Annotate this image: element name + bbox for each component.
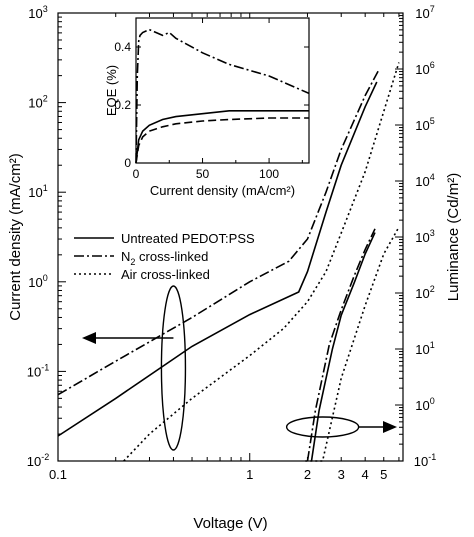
tick-base: 10 [28,185,42,200]
legend-label: Air cross-linked [121,267,210,282]
legend-label-subscript: 2 [130,257,135,267]
tick-exponent: 2 [430,284,435,294]
y-left-tick-label: 101 [28,183,47,200]
tick-base: 10 [415,118,429,133]
tick-exponent: 7 [430,4,435,14]
tick-exponent: 1 [430,340,435,350]
tick-exponent: -1 [41,362,49,372]
inset-plot-frame [135,17,310,164]
legend-label-text: Air cross-linked [121,267,210,282]
tick-exponent: 3 [43,4,48,14]
tick-exponent: 2 [43,94,48,104]
y-right-tick-label: 101 [415,340,434,357]
inset-x-tick-label: 0 [133,167,140,181]
tick-base: 10 [27,454,41,469]
tick-exponent: 4 [430,172,435,182]
inset-x-tick-label: 50 [196,167,210,181]
series-line-left-solid [57,81,378,437]
x-tick-label: 3 [338,467,345,482]
x-tick-label: 2 [304,467,311,482]
inset-series-line-dashdot [135,28,310,164]
y-right-tick-label: 104 [415,172,434,189]
inset-y-tick-label: 0.2 [114,98,131,112]
legend-label: N2 cross-linked [121,249,208,267]
y-right-tick-label: 106 [415,60,434,77]
legend-label-text: N [121,249,130,264]
x-tick-label: 4 [362,467,369,482]
tick-exponent: -2 [41,452,49,462]
x-tick-label: 1 [246,467,253,482]
y-left-tick-label: 103 [28,4,47,21]
left-arrow-head [82,332,96,344]
legend-label-text: Untreated PEDOT:PSS [121,231,255,246]
series-line-right-dashdot [306,228,376,462]
y-left-tick-label: 102 [28,94,47,111]
inset-plot-area: 0 50 100 0 0.2 0.4 Current density (mA/cm²) EQE… [104,17,310,198]
legend-label-rest: cross-linked [135,249,208,264]
inset-y-tick-label: 0.4 [114,40,131,54]
x-axis-title: Voltage (V) [193,515,267,532]
right-axis-ellipse [285,416,360,438]
y-right-tick-label: 10-1 [414,452,436,469]
y-left-axis-title: Current density (mA/cm²) [7,153,24,321]
right-arrow-head [383,421,397,433]
y-right-tick-label: 102 [415,284,434,301]
y-left-tick-label: 10-2 [27,452,49,469]
inset-x-axis-title: Current density (mA/cm²) [150,183,295,198]
tick-exponent: 6 [430,60,435,70]
series-line-left-dashdot [57,69,380,396]
inset-series-line-longdash [135,117,309,164]
tick-exponent: -1 [428,452,436,462]
tick-base: 10 [28,275,42,290]
y-right-axis-title: Luminance (Cd/m²) [445,173,462,301]
tick-base: 10 [415,342,429,357]
x-tick-label: 0.1 [49,467,67,482]
tick-exponent: 3 [430,228,435,238]
tick-base: 10 [415,174,429,189]
legend-label: Untreated PEDOT:PSS [121,231,255,246]
tick-exponent: 1 [43,183,48,193]
tick-base: 10 [28,96,42,111]
tick-base: 10 [415,62,429,77]
tick-exponent: 0 [43,273,48,283]
y-right-tick-label: 105 [415,116,434,133]
tick-base: 10 [27,364,41,379]
y-right-tick-label: 107 [415,4,434,21]
series-line-right-solid [310,232,376,462]
inset-x-tick-label: 100 [259,167,279,181]
tick-exponent: 0 [430,396,435,406]
y-right-tick-label: 100 [415,396,434,413]
tick-base: 10 [415,230,429,245]
main-plot-area: 0.1 1 2 3 4 510-210-110010110210310-110010110… [7,4,462,532]
y-left-tick-label: 100 [28,273,47,290]
y-right-tick-label: 103 [415,228,434,245]
tick-base: 10 [415,286,429,301]
inset-y-tick-label: 0 [124,156,131,170]
tick-base: 10 [415,398,429,413]
inset-series-line-solid [135,110,309,164]
tick-base: 10 [28,6,42,21]
tick-base: 10 [415,6,429,21]
tick-base: 10 [414,454,428,469]
left-axis-ellipse [160,285,187,451]
y-left-tick-label: 10-1 [27,362,49,379]
inset-y-axis-title: EQE (%) [104,65,119,116]
x-tick-label: 5 [380,467,387,482]
tick-exponent: 5 [430,116,435,126]
